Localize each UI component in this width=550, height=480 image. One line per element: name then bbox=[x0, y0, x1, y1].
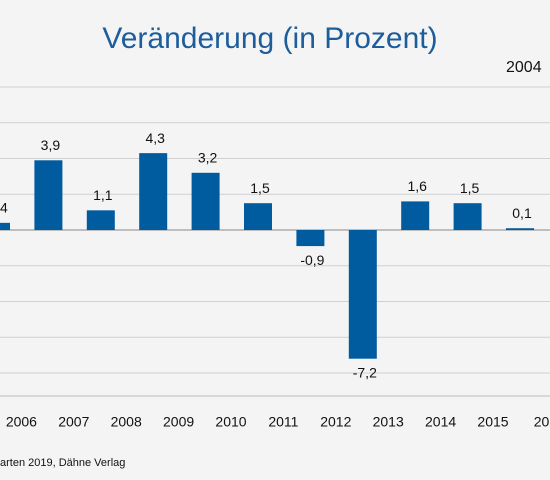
bar bbox=[191, 172, 220, 230]
source: arten 2019, Dähne Verlag bbox=[0, 457, 125, 469]
chart-title: Veränderung (in Prozent) bbox=[102, 22, 437, 55]
value-label: 1,5 bbox=[250, 180, 270, 196]
x-tick-label: 2013 bbox=[373, 414, 404, 430]
x-tick-label: 2008 bbox=[111, 414, 142, 430]
bar bbox=[244, 203, 272, 230]
value-label: 0,1 bbox=[512, 205, 532, 221]
bar bbox=[348, 230, 377, 359]
x-tick-label: 2007 bbox=[58, 414, 89, 430]
value-label: -7,2 bbox=[353, 364, 377, 380]
bar bbox=[0, 222, 10, 230]
bar bbox=[296, 230, 325, 247]
x-tick-label: 2010 bbox=[215, 414, 246, 430]
value-label: 1,1 bbox=[93, 187, 113, 203]
x-tick-label: 2011 bbox=[268, 414, 298, 430]
value-label: -0,9 bbox=[300, 252, 324, 268]
value-label: 3,9 bbox=[41, 137, 61, 153]
value-label: 3,2 bbox=[198, 150, 218, 166]
bar bbox=[453, 203, 482, 230]
bar bbox=[34, 160, 63, 230]
bar bbox=[401, 201, 430, 230]
x-tick-label: 2009 bbox=[163, 414, 194, 430]
x-tick-label: 2012 bbox=[320, 414, 351, 430]
x-tick-label: 2014 bbox=[425, 414, 456, 430]
value-label: 1,5 bbox=[460, 180, 480, 196]
x-tick-label: 2006 bbox=[6, 414, 37, 430]
bar bbox=[86, 210, 115, 230]
x-tick-label: 2015 bbox=[477, 414, 508, 430]
value-label: 1,6 bbox=[407, 178, 427, 194]
x-tick-label: 201 bbox=[534, 414, 550, 430]
chart-subtitle: 2004 bbox=[506, 59, 542, 76]
bar bbox=[139, 153, 168, 230]
bar bbox=[506, 228, 534, 230]
value-label: 0,4 bbox=[0, 200, 8, 216]
value-label: 4,3 bbox=[145, 130, 165, 146]
